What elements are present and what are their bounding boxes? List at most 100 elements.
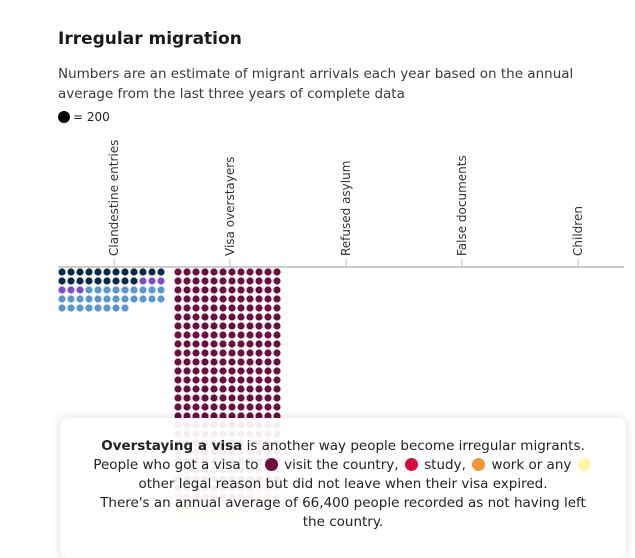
waffle-dot bbox=[192, 403, 200, 411]
waffle-dot bbox=[201, 268, 209, 276]
waffle-dot bbox=[210, 385, 218, 393]
unit-legend: = 200 bbox=[58, 110, 110, 124]
waffle-dot bbox=[210, 367, 218, 375]
waffle-dot bbox=[148, 295, 156, 303]
waffle-dot bbox=[255, 331, 263, 339]
waffle-dot bbox=[264, 358, 272, 366]
waffle-dot bbox=[246, 331, 254, 339]
waffle-dot bbox=[174, 286, 182, 294]
waffle-dot bbox=[255, 322, 263, 330]
waffle-dot bbox=[237, 376, 245, 384]
waffle-dot bbox=[237, 358, 245, 366]
waffle-dot bbox=[121, 295, 129, 303]
waffle-dot bbox=[264, 313, 272, 321]
waffle-dot bbox=[94, 304, 102, 312]
waffle-dot bbox=[112, 286, 120, 294]
waffle-dot bbox=[237, 295, 245, 303]
waffle-dot bbox=[192, 367, 200, 375]
waffle-dot bbox=[210, 403, 218, 411]
waffle-dot bbox=[219, 385, 227, 393]
category-label: Refused asylum bbox=[339, 161, 353, 256]
waffle-dot bbox=[255, 376, 263, 384]
waffle-dot bbox=[219, 394, 227, 402]
waffle-dot bbox=[273, 394, 281, 402]
waffle-dot bbox=[246, 358, 254, 366]
waffle-dot bbox=[237, 322, 245, 330]
waffle-dot bbox=[246, 304, 254, 312]
waffle-dot bbox=[201, 358, 209, 366]
waffle-dot bbox=[246, 349, 254, 357]
legend-label: = 200 bbox=[73, 110, 110, 124]
waffle-dot bbox=[103, 304, 111, 312]
waffle-dot bbox=[219, 367, 227, 375]
waffle-dot bbox=[255, 412, 263, 420]
waffle-dot bbox=[192, 268, 200, 276]
waffle-dot bbox=[246, 403, 254, 411]
waffle-dot bbox=[201, 277, 209, 285]
waffle-dot bbox=[183, 358, 191, 366]
waffle-dot bbox=[246, 286, 254, 294]
waffle-dot bbox=[264, 403, 272, 411]
waffle-dot bbox=[192, 331, 200, 339]
waffle-dot bbox=[246, 295, 254, 303]
waffle-dot bbox=[264, 295, 272, 303]
waffle-dot bbox=[228, 313, 236, 321]
waffle-dot bbox=[210, 277, 218, 285]
waffle-dot bbox=[237, 277, 245, 285]
waffle-dot bbox=[85, 277, 93, 285]
waffle-dot bbox=[246, 367, 254, 375]
waffle-dot bbox=[210, 394, 218, 402]
waffle-dot bbox=[174, 304, 182, 312]
legend-dot-icon bbox=[58, 111, 70, 123]
waffle-dot bbox=[174, 277, 182, 285]
waffle-dot bbox=[273, 331, 281, 339]
waffle-dot bbox=[273, 304, 281, 312]
waffle-dot bbox=[94, 268, 102, 276]
waffle-dot bbox=[210, 268, 218, 276]
waffle-dot bbox=[228, 376, 236, 384]
waffle-dot bbox=[157, 286, 165, 294]
waffle-dot bbox=[219, 322, 227, 330]
waffle-dot bbox=[273, 358, 281, 366]
waffle-dot bbox=[76, 286, 84, 294]
waffle-dot bbox=[183, 313, 191, 321]
waffle-dot bbox=[273, 313, 281, 321]
waffle-dot bbox=[174, 412, 182, 420]
waffle-dot bbox=[174, 358, 182, 366]
waffle-dot bbox=[228, 349, 236, 357]
waffle-dot bbox=[94, 277, 102, 285]
waffle-dot bbox=[264, 340, 272, 348]
waffle-dot bbox=[103, 295, 111, 303]
waffle-dot bbox=[264, 322, 272, 330]
waffle-dot bbox=[255, 367, 263, 375]
waffle-dot bbox=[201, 331, 209, 339]
waffle-dot bbox=[237, 403, 245, 411]
waffle-dot bbox=[157, 277, 165, 285]
waffle-dot bbox=[76, 277, 84, 285]
waffle-dot bbox=[237, 268, 245, 276]
waffle-dot bbox=[219, 331, 227, 339]
waffle-dot bbox=[228, 403, 236, 411]
waffle-dot bbox=[183, 322, 191, 330]
waffle-dot bbox=[210, 358, 218, 366]
waffle-dot bbox=[219, 304, 227, 312]
waffle-dot bbox=[201, 394, 209, 402]
waffle-dot bbox=[183, 349, 191, 357]
waffle-dot bbox=[264, 349, 272, 357]
waffle-dot bbox=[85, 268, 93, 276]
waffle-dot bbox=[228, 394, 236, 402]
waffle-dot bbox=[130, 268, 138, 276]
waffle-dot bbox=[246, 394, 254, 402]
waffle-dot bbox=[219, 358, 227, 366]
waffle-dot bbox=[112, 268, 120, 276]
waffle-dot bbox=[85, 304, 93, 312]
category-label: Children bbox=[571, 206, 585, 256]
waffle-dot bbox=[201, 412, 209, 420]
waffle-dot bbox=[174, 394, 182, 402]
waffle-dot bbox=[255, 313, 263, 321]
waffle-dot bbox=[273, 367, 281, 375]
waffle-dot bbox=[228, 304, 236, 312]
waffle-dot bbox=[237, 340, 245, 348]
chart-subtitle: Numbers are an estimate of migrant arriv… bbox=[58, 66, 574, 102]
waffle-dot bbox=[255, 268, 263, 276]
